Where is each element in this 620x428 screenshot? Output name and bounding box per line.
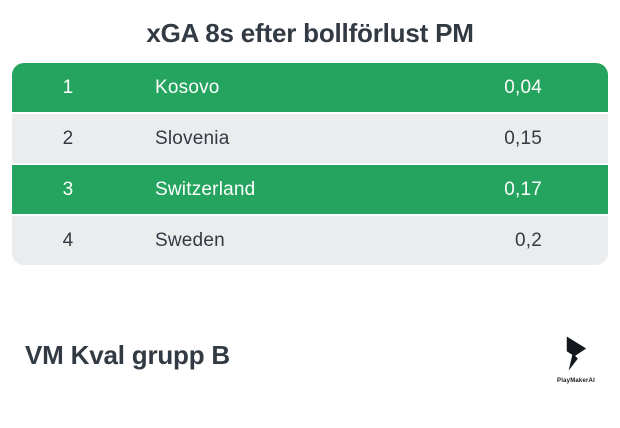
rank-cell: 3 bbox=[62, 178, 74, 200]
table-row: 2 Slovenia 0,15 bbox=[12, 114, 608, 163]
rank-cell: 2 bbox=[62, 127, 74, 149]
team-cell: Sweden bbox=[155, 229, 225, 251]
brand-block: PlayMakerAI bbox=[550, 334, 602, 384]
ranking-table: 1 Kosovo 0,04 2 Slovenia 0,15 3 Switzerl… bbox=[12, 63, 608, 265]
value-cell: 0,2 bbox=[514, 229, 542, 251]
value-cell: 0,04 bbox=[504, 76, 542, 98]
chart-title: xGA 8s efter bollförlust PM bbox=[146, 18, 474, 48]
rank-cell: 1 bbox=[62, 76, 74, 98]
value-cell: 0,17 bbox=[504, 178, 542, 200]
rank-cell: 4 bbox=[62, 229, 74, 251]
table-row: 1 Kosovo 0,04 bbox=[12, 63, 608, 112]
playmaker-logo-icon bbox=[566, 336, 587, 371]
team-cell: Slovenia bbox=[155, 127, 230, 149]
table-row: 4 Sweden 0,2 bbox=[12, 216, 608, 265]
table-row: 3 Switzerland 0,17 bbox=[12, 165, 608, 214]
brand-caption: PlayMakerAI bbox=[557, 378, 595, 384]
team-cell: Switzerland bbox=[155, 178, 256, 200]
team-cell: Kosovo bbox=[155, 76, 220, 98]
value-cell: 0,15 bbox=[504, 127, 542, 149]
group-label: VM Kval grupp B bbox=[25, 340, 231, 370]
